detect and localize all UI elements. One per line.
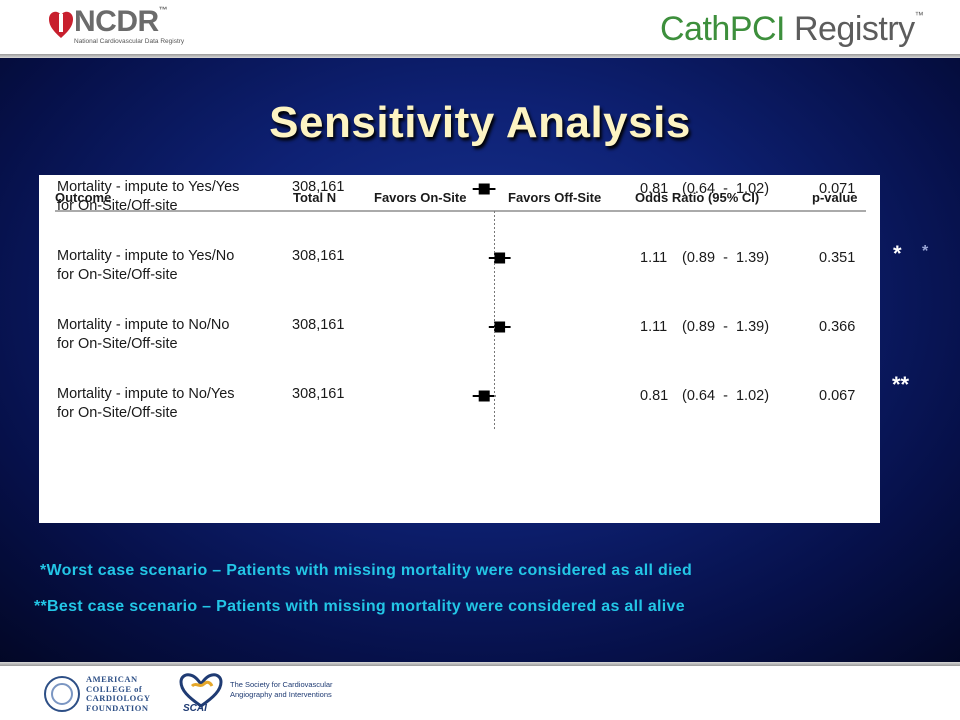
row-ci: (0.64 - 1.02) [682, 388, 769, 404]
or-point-marker [494, 252, 506, 264]
row-outcome-line1: Mortality - impute to No/Yes [57, 386, 235, 402]
row-total-n: 308,161 [292, 248, 344, 264]
row-p-value: 0.366 [819, 319, 855, 335]
ncdr-heart-icon [49, 11, 73, 38]
row-outcome-line1: Mortality - impute to Yes/No [57, 248, 234, 264]
acc-foundation-text: AMERICAN COLLEGE of CARDIOLOGY FOUNDATIO… [86, 674, 151, 713]
row-odds-ratio: 0.81 [640, 181, 668, 197]
row-total-n: 308,161 [292, 317, 344, 333]
row-outcome-line2: for On-Site/Off-site [57, 336, 178, 352]
footer-bar [0, 666, 960, 720]
row-outcome-line1: Mortality - impute to No/No [57, 317, 229, 333]
scai-wordmark: SCAI [183, 703, 207, 714]
forest-plot-panel: Outcome Total N Favors On-Site Favors Of… [39, 175, 880, 523]
bottom-divider [0, 662, 960, 666]
forest-row: Mortality - impute to No/Yes for On-Site/… [57, 386, 855, 421]
row-ci: (0.89 - 1.39) [682, 250, 769, 266]
col-header-total-n: Total N [293, 190, 336, 205]
top-divider [0, 54, 960, 58]
forest-row: Mortality - impute to Yes/No for On-Site/… [57, 248, 855, 283]
acc-seal-icon [44, 676, 80, 712]
slide-body: Sensitivity Analysis Outcome Total N Fav… [0, 58, 960, 662]
ncdr-wordmark: NCDR™ [74, 5, 168, 38]
row-outcome-line2: for On-Site/Off-site [57, 405, 178, 421]
row-p-value: 0.351 [819, 250, 855, 266]
row-odds-ratio: 1.11 [640, 250, 667, 266]
row-ci: (0.89 - 1.39) [682, 319, 769, 335]
row-outcome-line1: Mortality - impute to Yes/Yes [57, 179, 239, 195]
or-point-marker [478, 390, 490, 402]
ncdr-subtitle: National Cardiovascular Data Registry [74, 38, 185, 45]
row-p-value: 0.067 [819, 388, 855, 404]
forest-row: Mortality - impute to Yes/Yes for On-Site… [57, 179, 855, 214]
best-case-marker: ** [892, 372, 910, 397]
footnote-worst-case: *Worst case scenario – Patients with mis… [40, 562, 693, 579]
col-header-outcome: Outcome [55, 190, 111, 205]
footnote-best-case: **Best case scenario – Patients with mis… [34, 598, 685, 615]
col-header-favors-on-site: Favors On-Site [374, 190, 466, 205]
top-header-bar: NCDR™ National Cardiovascular Data Regis… [0, 0, 960, 56]
cathpci-registry-logo: CathPCI Registry™ [660, 10, 924, 48]
col-header-favors-off-site: Favors Off-Site [508, 190, 601, 205]
row-outcome-line2: for On-Site/Off-site [57, 267, 178, 283]
row-total-n: 308,161 [292, 179, 344, 195]
col-header-odds-ratio: Odds Ratio (95% CI) [635, 190, 759, 205]
forest-plot: Outcome Total N Favors On-Site Favors Of… [55, 179, 866, 430]
col-header-p-value: p-value [812, 190, 858, 205]
or-point-marker [478, 183, 490, 195]
row-odds-ratio: 1.11 [640, 319, 667, 335]
row-ci: (0.64 - 1.02) [682, 181, 769, 197]
slide-title: Sensitivity Analysis [269, 98, 691, 147]
scai-heart-icon [179, 673, 223, 708]
row-outcome-line2: for On-Site/Off-site [57, 198, 178, 214]
row-total-n: 308,161 [292, 386, 344, 402]
acc-foundation-logo: AMERICAN COLLEGE of CARDIOLOGY FOUNDATIO… [42, 672, 174, 718]
or-point-marker [494, 321, 506, 333]
ncdr-logo: NCDR™ National Cardiovascular Data Regis… [48, 5, 184, 51]
forest-x-axis: 0.1110 [494, 211, 495, 430]
worst-case-marker-extra: * [922, 243, 929, 260]
scai-logo: SCAI The Society for Cardiovascular Angi… [178, 670, 338, 718]
row-p-value: 0.071 [819, 181, 855, 197]
forest-rows: Mortality - impute to Yes/Yes for On-Site… [57, 179, 855, 421]
worst-case-marker: * [893, 241, 902, 266]
forest-row: Mortality - impute to No/No for On-Site/O… [57, 317, 855, 352]
row-odds-ratio: 0.81 [640, 388, 668, 404]
scai-society-name: The Society for Cardiovascular Angiograp… [230, 680, 333, 699]
